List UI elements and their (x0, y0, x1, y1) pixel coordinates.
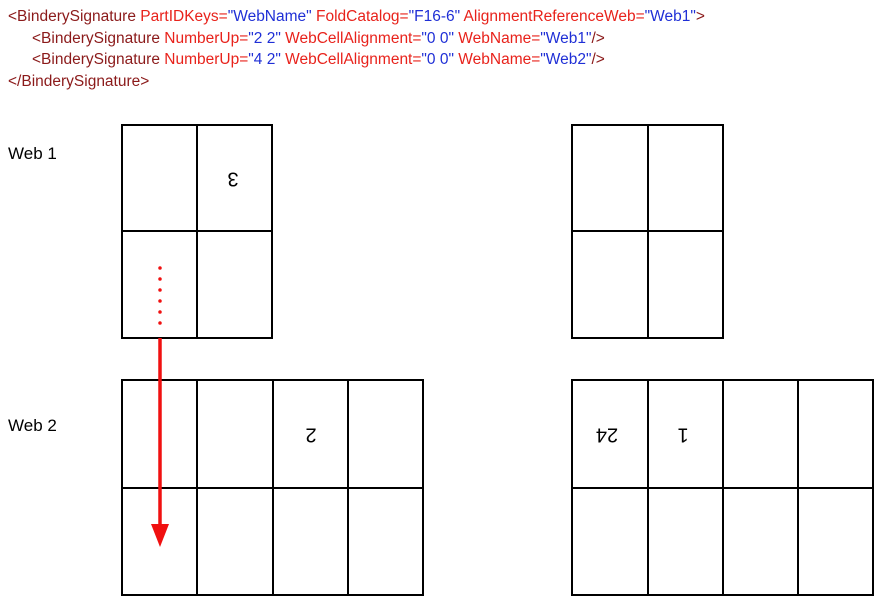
code-token: "0 0" (421, 51, 454, 68)
code-token: "2 2" (248, 29, 281, 47)
code-token: WebCellAlignment= (280, 51, 422, 68)
code-token: </BinderySignature> (8, 72, 150, 90)
web-label: Web 1 (8, 144, 57, 163)
code-line: <BinderySignature PartIDKeys="WebName" F… (8, 6, 705, 28)
code-token: "4 2" (248, 51, 281, 68)
code-token: /> (591, 29, 605, 47)
web-label: Web 2 (8, 416, 57, 435)
xml-code: <BinderySignature PartIDKeys="WebName" F… (8, 6, 705, 92)
page-number: 24 (596, 424, 618, 446)
code-token: WebName= (453, 51, 541, 68)
code-token: WebCellAlignment= (280, 29, 422, 47)
code-token: "Web1" (540, 29, 592, 47)
page-number: 1 (677, 424, 688, 446)
grids (121, 124, 874, 596)
code-token: NumberUp= (159, 29, 249, 47)
code-token: <BinderySignature (32, 51, 160, 68)
code-token: > (695, 8, 705, 25)
code-token: /> (591, 51, 605, 68)
page-number: 3 (227, 168, 238, 190)
code-line: </BinderySignature> (8, 71, 705, 93)
code-token: <BinderySignature (8, 8, 136, 25)
code-token: AlignmentReferenceWeb= (460, 8, 645, 25)
code-token: WebName= (453, 29, 541, 47)
page-number: 2 (305, 424, 316, 446)
code-token: "F16-6" (408, 8, 461, 25)
code-token: FoldCatalog= (311, 8, 409, 25)
code-token: "0 0" (421, 29, 454, 47)
code-token: "Web1" (644, 8, 696, 25)
code-line: <BinderySignature NumberUp="2 2" WebCell… (8, 28, 705, 50)
code-token: PartIDKeys= (135, 8, 228, 25)
code-token: "Web2" (540, 51, 592, 68)
code-line: <BinderySignature NumberUp="4 2" WebCell… (8, 49, 705, 71)
arrow-head (151, 524, 169, 547)
code-token: "WebName" (227, 8, 312, 25)
code-token: <BinderySignature (32, 29, 160, 47)
code-token: NumberUp= (159, 51, 249, 68)
